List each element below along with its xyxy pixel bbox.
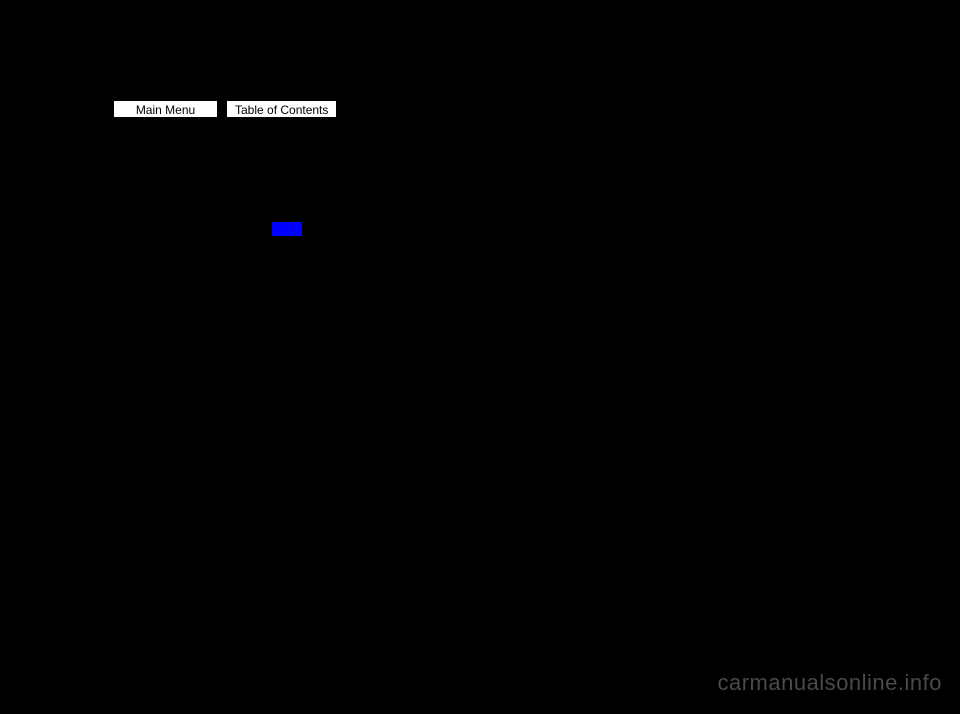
table-of-contents-button[interactable]: Table of Contents [226,100,337,118]
watermark-text: carmanualsonline.info [717,670,942,696]
main-menu-button[interactable]: Main Menu [113,100,218,118]
nav-button-container: Main Menu Table of Contents [113,100,337,118]
page-reference-link[interactable] [272,222,302,236]
